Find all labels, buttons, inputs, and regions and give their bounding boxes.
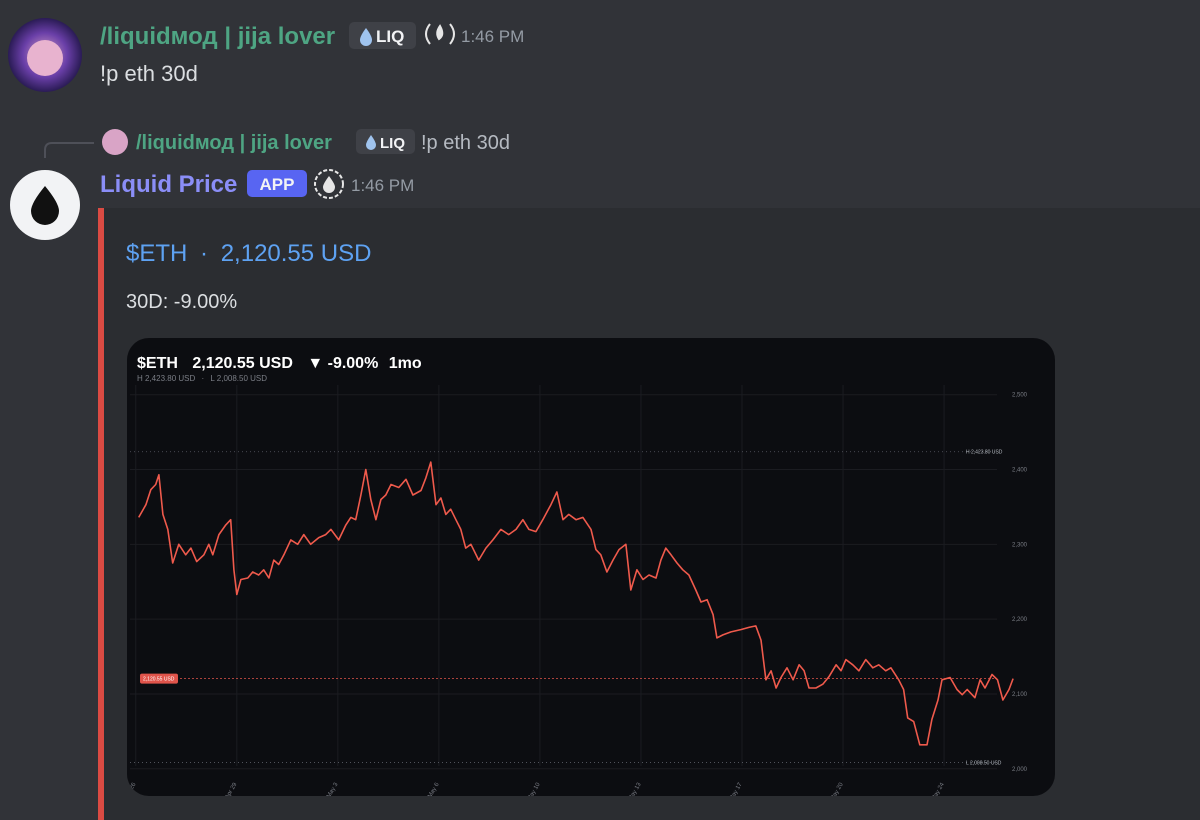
- chart-price: 2,120.55 USD: [192, 355, 293, 372]
- chart-change: ▼ -9.00%: [307, 355, 378, 372]
- y-tick-label: 2,200: [1012, 617, 1028, 623]
- reply-preview[interactable]: /liquidмод | jija lover LIQ !p eth 30d: [44, 129, 510, 158]
- timestamp: 1:46 PM: [351, 176, 414, 195]
- bot-name[interactable]: Liquid Price: [100, 171, 237, 198]
- y-tick-label: 2,300: [1012, 542, 1028, 548]
- drop-icon: [366, 135, 376, 150]
- message: Liquid Price APP 1:46 PM $ETH · 2,120.55…: [10, 169, 1200, 820]
- reply-connector: [44, 142, 94, 158]
- verified-icon: [314, 169, 344, 199]
- avatar-face: [27, 40, 63, 76]
- message: /liquidмод | jija lover LIQ 1:46 PM !p e…: [8, 18, 524, 92]
- chart-symbol: $ETH: [137, 355, 178, 372]
- chart-title: $ETH 2,120.55 USD ▼ -9.00% 1mo: [137, 355, 422, 372]
- y-tick-label: 2,000: [1012, 767, 1028, 773]
- price-line: [138, 461, 1014, 746]
- reply-content: !p eth 30d: [421, 132, 510, 154]
- embed-symbol: $ETH: [126, 240, 187, 267]
- embed-price: 2,120.55 USD: [221, 240, 372, 267]
- high-text: H 2,423.80 USD: [137, 374, 195, 383]
- separator: ·: [202, 374, 205, 383]
- chart-image[interactable]: [127, 338, 1055, 796]
- reference-label: L 2,008.50 USD: [966, 760, 1002, 766]
- price-label-bg: [140, 673, 178, 684]
- chart-subtitle: H 2,423.80 USD · L 2,008.50 USD: [137, 374, 267, 383]
- chart: $ETH 2,120.55 USD ▼ -9.00% 1mo H 2,423.8…: [127, 355, 1028, 796]
- embed-title[interactable]: $ETH · 2,120.55 USD: [126, 240, 371, 267]
- tag-text: LIQ: [380, 135, 405, 152]
- low-text: L 2,008.50 USD: [210, 374, 267, 383]
- reply-avatar: [102, 129, 128, 155]
- laurel-icon: [425, 23, 455, 45]
- price-label: 2,120.55 USD: [143, 677, 175, 683]
- embed-accent: [98, 208, 104, 820]
- reply-username[interactable]: /liquidмод | jija lover: [136, 132, 332, 154]
- message-content: !p eth 30d: [100, 61, 198, 86]
- username[interactable]: /liquidмод | jija lover: [100, 23, 335, 50]
- tag-text: LIQ: [376, 27, 404, 46]
- chart-range: 1mo: [389, 355, 422, 372]
- embed-description: 30D: -9.00%: [126, 291, 237, 313]
- y-tick-label: 2,100: [1012, 692, 1028, 698]
- drop-logo: [31, 186, 59, 225]
- timestamp: 1:46 PM: [461, 27, 524, 46]
- app-badge-text: APP: [260, 175, 295, 194]
- y-tick-label: 2,400: [1012, 468, 1028, 474]
- reference-label: H 2,423.80 USD: [966, 450, 1003, 456]
- embed-separator: ·: [200, 240, 208, 267]
- y-tick-label: 2,500: [1012, 393, 1028, 399]
- drop-icon: [360, 28, 372, 46]
- app-badge: [247, 170, 307, 197]
